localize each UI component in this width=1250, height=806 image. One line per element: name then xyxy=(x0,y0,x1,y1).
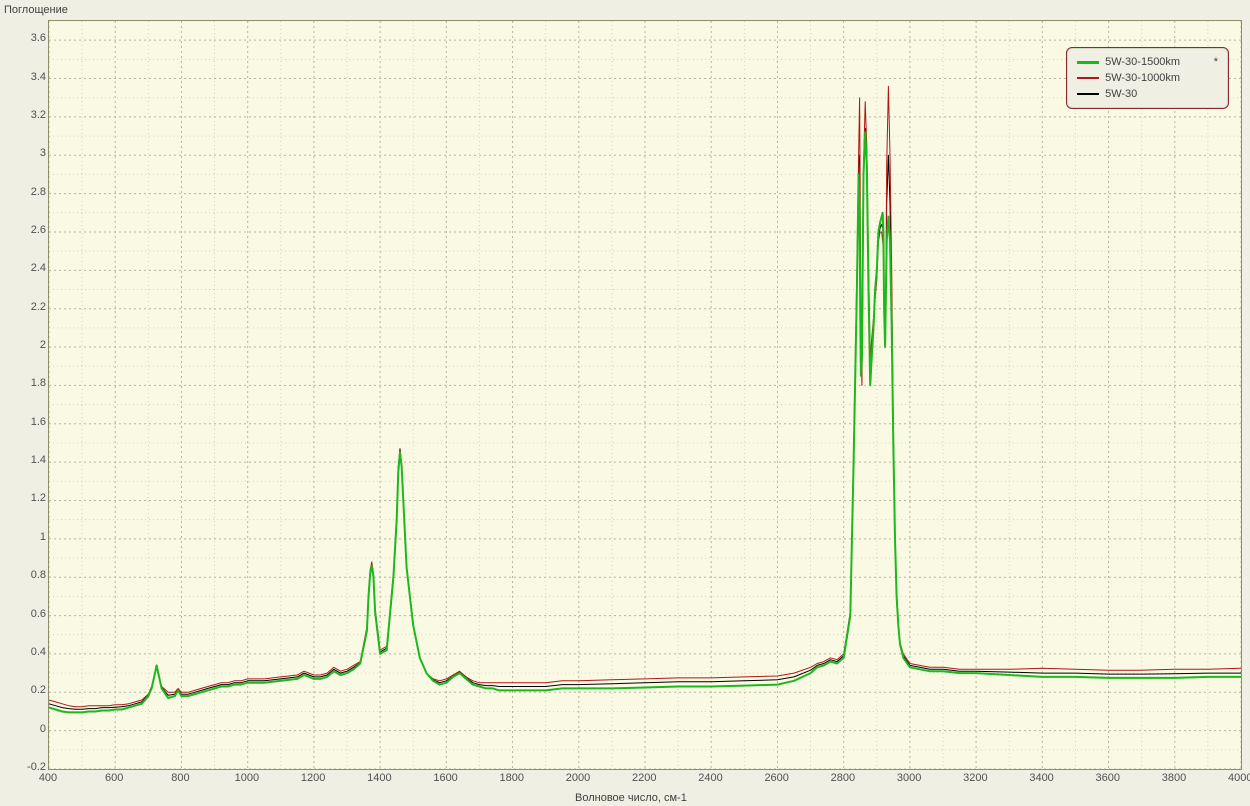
y-tick: 0 xyxy=(6,723,46,735)
x-tick: 2000 xyxy=(566,772,590,784)
x-tick: 800 xyxy=(168,772,192,784)
y-tick: 3.6 xyxy=(6,32,46,44)
y-axis-title: Поглощение xyxy=(4,4,68,16)
x-tick: 3000 xyxy=(897,772,921,784)
y-tick: 3.2 xyxy=(6,109,46,121)
x-axis-title: Волновое число, см-1 xyxy=(575,792,687,804)
y-tick: 0.4 xyxy=(6,646,46,658)
x-tick: 400 xyxy=(36,772,60,784)
x-tick: 2200 xyxy=(632,772,656,784)
plot-svg xyxy=(49,21,1241,769)
legend-item: 5W-30-1500km * xyxy=(1077,54,1218,70)
x-tick: 2800 xyxy=(831,772,855,784)
y-tick: 2.4 xyxy=(6,262,46,274)
y-tick: 0.8 xyxy=(6,569,46,581)
legend-item: 5W-30 xyxy=(1077,86,1218,102)
y-tick: 1.2 xyxy=(6,492,46,504)
x-tick: 3800 xyxy=(1162,772,1186,784)
y-tick: 1.6 xyxy=(6,416,46,428)
legend-label: 5W-30-1500km * xyxy=(1105,56,1218,68)
x-tick: 1200 xyxy=(301,772,325,784)
x-tick: 1600 xyxy=(433,772,457,784)
plot-area: 5W-30-1500km * 5W-30-1000km 5W-30 xyxy=(48,20,1242,770)
x-tick: 2600 xyxy=(764,772,788,784)
y-tick: 1.4 xyxy=(6,454,46,466)
legend: 5W-30-1500km * 5W-30-1000km 5W-30 xyxy=(1066,47,1229,109)
x-tick: 1400 xyxy=(367,772,391,784)
x-tick: 2400 xyxy=(698,772,722,784)
x-tick: 3400 xyxy=(1029,772,1053,784)
y-tick: 2.2 xyxy=(6,301,46,313)
x-tick: 600 xyxy=(102,772,126,784)
x-tick: 3600 xyxy=(1096,772,1120,784)
y-tick: 3.4 xyxy=(6,71,46,83)
y-tick: 1 xyxy=(6,531,46,543)
y-tick: 2.8 xyxy=(6,186,46,198)
x-tick: 4000 xyxy=(1228,772,1250,784)
legend-swatch xyxy=(1077,77,1099,79)
y-tick: 3 xyxy=(6,147,46,159)
y-tick: 2.6 xyxy=(6,224,46,236)
y-tick: 0.2 xyxy=(6,684,46,696)
legend-item: 5W-30-1000km xyxy=(1077,70,1218,86)
y-tick: 1.8 xyxy=(6,377,46,389)
x-tick: 1800 xyxy=(500,772,524,784)
y-tick: 2 xyxy=(6,339,46,351)
y-tick: -0.2 xyxy=(6,761,46,773)
legend-label: 5W-30 xyxy=(1105,88,1137,100)
x-tick: 3200 xyxy=(963,772,987,784)
x-tick: 1000 xyxy=(235,772,259,784)
y-tick: 0.6 xyxy=(6,608,46,620)
legend-label: 5W-30-1000km xyxy=(1105,72,1180,84)
legend-swatch xyxy=(1077,93,1099,95)
legend-swatch xyxy=(1077,61,1099,64)
